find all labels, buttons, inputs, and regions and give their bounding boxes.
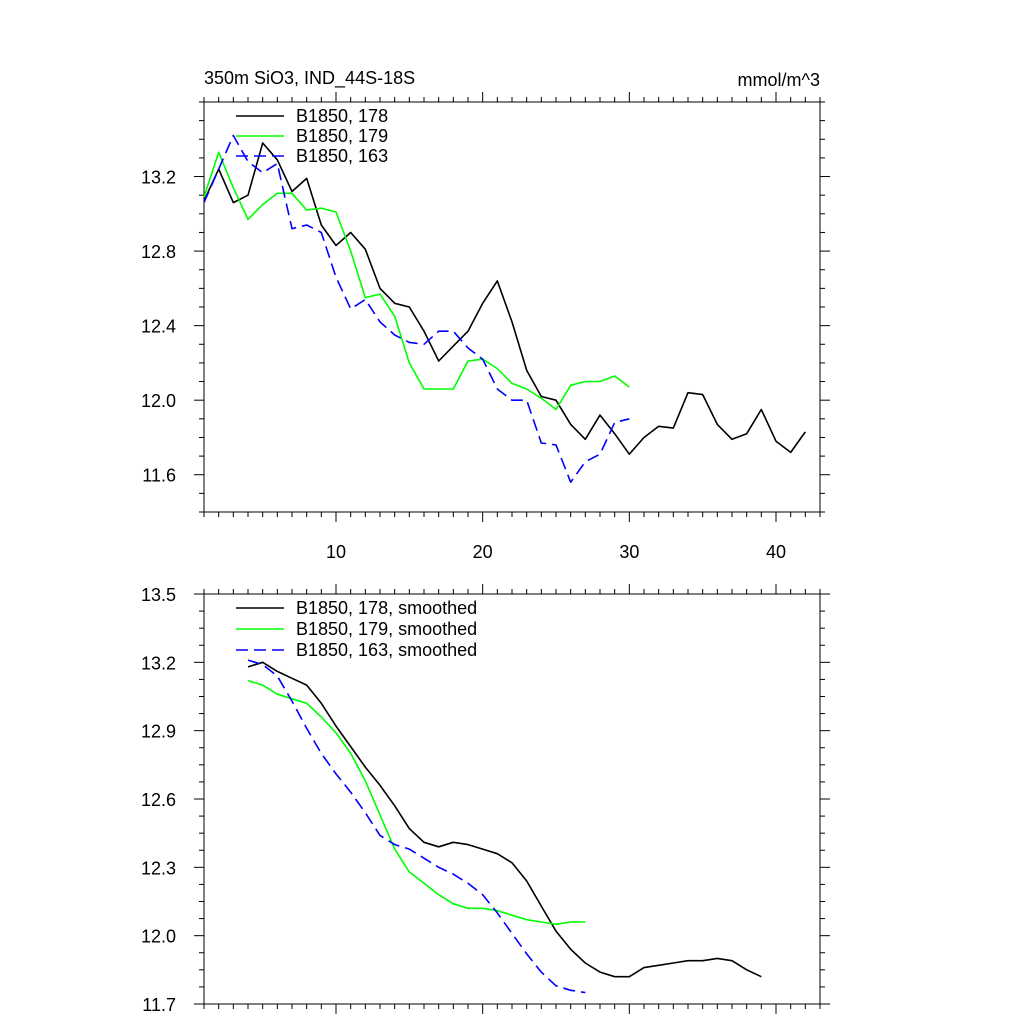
y-tick-label: 12.0 [141,391,176,411]
series-line [247,679,586,926]
y-tick-label: 13.5 [141,585,176,605]
y-tick-label: 12.0 [141,927,176,947]
y-tick-label: 11.7 [142,995,176,1015]
legend-label: B1850, 163 [296,146,388,166]
chart-title: 350m SiO3, IND_44S-18S [204,68,415,89]
x-tick-label: 30 [619,542,639,562]
y-tick-label: 13.2 [141,168,176,188]
x-tick-label: 10 [326,542,346,562]
y-tick-label: 12.3 [141,858,176,878]
series-group-bottom [247,659,762,994]
y-tick-label: 12.9 [141,722,176,742]
series-line [247,661,762,978]
legend-label: B1850, 178, smoothed [296,598,477,618]
axis-ticks-bottom: 11.7 12.0 12.3 12.6 12.9 13.2 13.5 [141,584,830,1015]
legend-label: B1850, 179, smoothed [296,619,477,639]
series-line [203,134,630,484]
y-tick-label: 11.6 [142,466,176,486]
legend-label: B1850, 163, smoothed [296,640,477,660]
units-label: mmol/m^3 [738,70,820,90]
legend-label: B1850, 178 [296,106,388,126]
series-line [247,659,586,994]
y-tick-label: 12.4 [141,317,176,337]
series-line [203,142,806,456]
y-tick-label: 12.6 [141,790,176,810]
top-panel: 350m SiO3, IND_44S-18S mmol/m^3 10 20 30 40… [141,68,830,562]
series-line [203,151,630,411]
y-tick-label: 13.2 [141,653,176,673]
series-group-top [203,134,806,484]
x-tick-label: 40 [766,542,786,562]
legend-label: B1850, 179 [296,126,388,146]
axis-ticks-top: 10 20 30 40 11.6 12.0 12.4 12.8 13.2 [141,92,830,562]
y-tick-label: 12.8 [141,242,176,262]
x-tick-label: 20 [473,542,493,562]
bottom-panel: 11.7 12.0 12.3 12.6 12.9 13.2 13.5 B1850, 178,… [141,584,830,1015]
